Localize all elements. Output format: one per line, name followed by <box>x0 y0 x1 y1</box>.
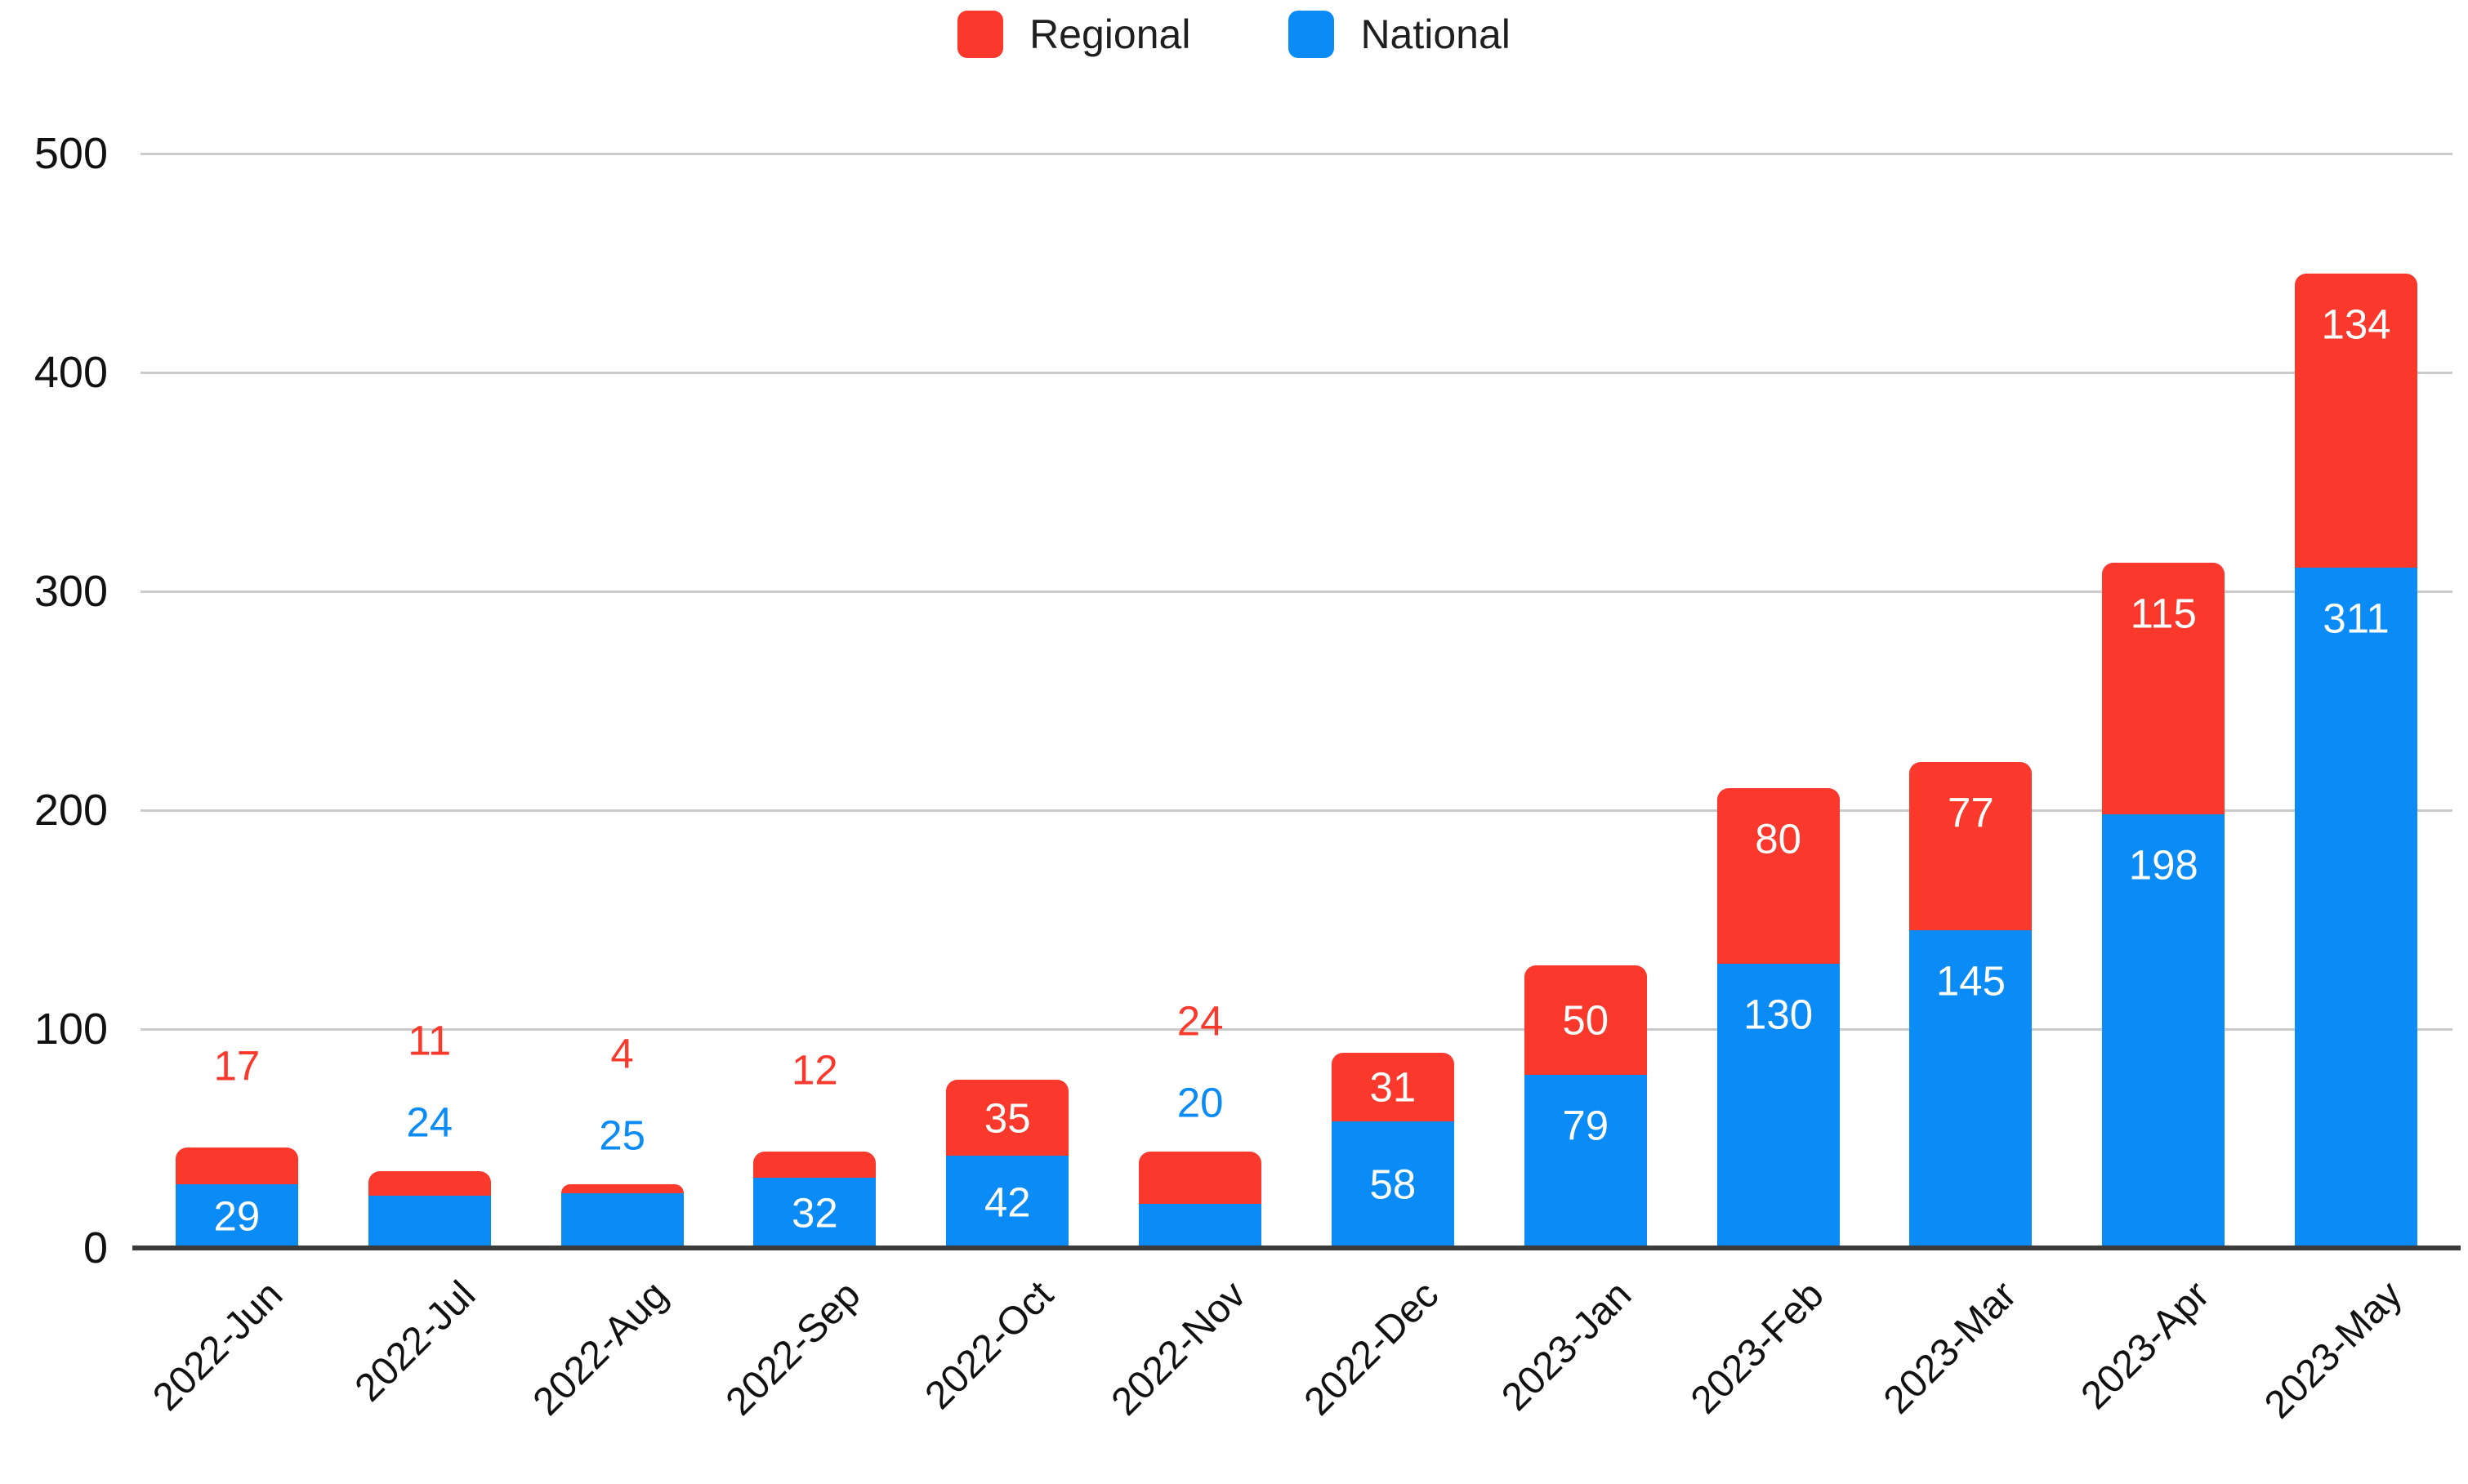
x-axis-category-label: 2022-Sep <box>717 1272 869 1424</box>
bar-segment-regional <box>2102 563 2225 815</box>
x-axis-category-label: 2023-Feb <box>1682 1272 1832 1423</box>
data-label-regional: 50 <box>1562 996 1609 1044</box>
legend-swatch-national <box>1288 11 1335 58</box>
bar-segment-national <box>1909 930 2033 1248</box>
bar-segment-regional <box>560 1184 684 1193</box>
bar-segment-national <box>560 1193 684 1248</box>
bar-segment-national <box>946 1156 1069 1248</box>
plot-area: 0 100 200 300 400 500 29 17 2022-Jun 24 11 2022-Jul… <box>34 131 2461 1427</box>
data-label-regional: 80 <box>1755 815 1801 862</box>
data-label-national: 29 <box>213 1192 261 1240</box>
y-axis-tick-label: 500 <box>33 129 108 178</box>
bar-segment-national <box>368 1195 491 1248</box>
x-axis-category-label: 2023-Jan <box>1493 1272 1640 1419</box>
data-label-national: 198 <box>2128 841 2198 889</box>
data-label-regional: 4 <box>610 1030 634 1077</box>
bar-segment-regional <box>175 1147 298 1185</box>
data-label-regional: 115 <box>2130 590 2197 637</box>
data-label-national: 311 <box>2323 595 2390 642</box>
x-axis-category-label: 2022-Dec <box>1296 1272 1448 1424</box>
data-label-national: 145 <box>1935 957 2006 1005</box>
x-axis-category-label: 2022-Aug <box>525 1272 676 1424</box>
data-label-regional: 12 <box>792 1046 838 1094</box>
bar-segment-national <box>1716 963 1840 1248</box>
data-label-national: 20 <box>1176 1079 1224 1126</box>
data-label-regional: 35 <box>984 1094 1031 1142</box>
bar-segment-regional <box>1524 965 1647 1076</box>
bar-segment-national <box>2102 814 2225 1248</box>
bar-segment-national <box>1331 1121 1454 1248</box>
gridline-400 <box>141 371 2452 374</box>
data-label-regional: 17 <box>213 1042 261 1090</box>
bar-segment-regional <box>1331 1053 1454 1121</box>
y-axis-tick-label: 100 <box>33 1005 108 1054</box>
y-axis-tick-label: 400 <box>33 348 108 397</box>
bar-segment-regional <box>1716 788 1840 964</box>
gridline-300 <box>141 590 2452 593</box>
gridline-200 <box>141 809 2452 812</box>
legend-item-regional: Regional <box>957 11 1190 58</box>
bar-segment-national <box>2295 567 2418 1248</box>
x-axis-category-label: 2023-Apr <box>2073 1272 2218 1418</box>
x-axis-category-label: 2022-Nov <box>1103 1272 1255 1424</box>
data-label-national: 25 <box>599 1112 645 1159</box>
data-label-regional: 24 <box>1176 997 1224 1045</box>
x-axis-category-label: 2022-Jun <box>145 1272 292 1419</box>
data-label-national: 42 <box>984 1179 1031 1226</box>
bar-segment-regional <box>2295 274 2418 568</box>
x-axis-line <box>132 1246 2461 1250</box>
data-label-national: 79 <box>1562 1102 1609 1149</box>
x-axis-category-label: 2023-May <box>2256 1272 2411 1428</box>
legend-item-national: National <box>1288 11 1511 58</box>
gridline-500 <box>141 152 2452 155</box>
bar-segment-national <box>1139 1204 1262 1248</box>
y-axis-tick-label: 0 <box>83 1223 108 1272</box>
y-axis-tick-label: 200 <box>33 786 108 835</box>
data-label-national: 32 <box>792 1189 838 1237</box>
bar-segment-regional <box>1139 1152 1262 1205</box>
data-label-regional: 11 <box>408 1017 452 1064</box>
legend-swatch-regional <box>957 11 1004 58</box>
bar-segment-regional <box>1909 762 2033 931</box>
data-label-national: 24 <box>406 1099 453 1146</box>
data-label-regional: 77 <box>1948 789 1994 836</box>
y-axis-tick-label: 300 <box>33 567 108 616</box>
bar-segment-regional <box>368 1171 491 1196</box>
x-axis-category-label: 2023-Mar <box>1875 1272 2025 1423</box>
bar-segment-national <box>753 1178 877 1248</box>
data-label-regional: 31 <box>1369 1063 1417 1111</box>
bar-segment-regional <box>753 1152 877 1179</box>
legend-label-regional: Regional <box>1029 11 1191 57</box>
bar-segment-national <box>1524 1075 1647 1248</box>
x-axis-category-label: 2022-Oct <box>917 1272 1062 1418</box>
chart-legend: Regional National <box>0 3 2468 65</box>
bar-segment-regional <box>946 1079 1069 1156</box>
bar-segment-national <box>175 1184 298 1248</box>
x-axis-category-label: 2022-Jul <box>346 1272 484 1410</box>
data-label-national: 58 <box>1369 1161 1417 1208</box>
legend-label-national: National <box>1360 11 1511 57</box>
data-label-national: 130 <box>1743 991 1814 1038</box>
data-label-regional: 134 <box>2321 301 2391 348</box>
gridline-100 <box>141 1027 2452 1031</box>
